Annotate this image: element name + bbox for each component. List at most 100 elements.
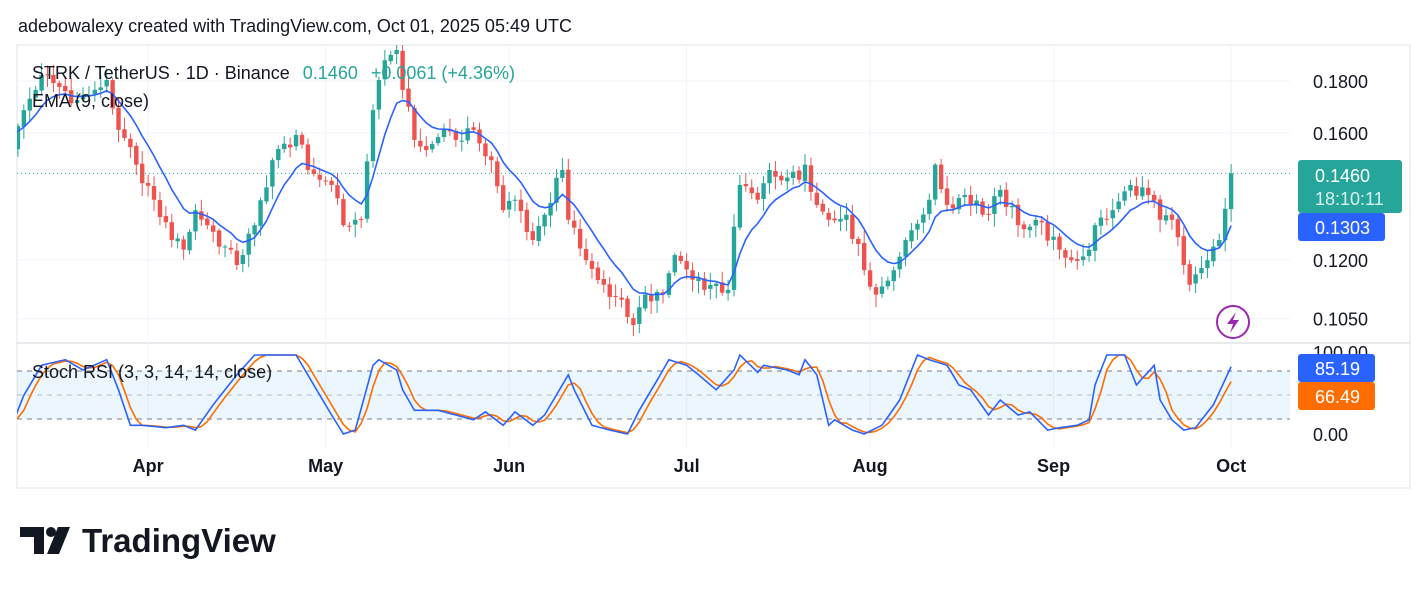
candle [1169, 207, 1175, 230]
candle [495, 156, 500, 194]
candle [1051, 226, 1056, 251]
price-tick-label: 0.1800 [1313, 72, 1368, 92]
candle-body [962, 194, 967, 198]
candle-body [1004, 189, 1009, 208]
candle [376, 76, 382, 120]
candle [211, 220, 216, 243]
candle [116, 96, 121, 143]
candle [560, 158, 565, 183]
candle [607, 276, 612, 310]
candle [749, 179, 754, 200]
candle [1021, 221, 1027, 238]
candle-body [57, 83, 62, 87]
candle-body [1086, 249, 1092, 257]
candle [394, 45, 399, 64]
candle-body [418, 140, 423, 147]
candle [577, 219, 583, 257]
legend-ema[interactable]: EMA (9, close) [32, 91, 149, 111]
candle [400, 45, 405, 99]
candle-body [1009, 205, 1015, 208]
ema-price-label: 0.1303 [1315, 218, 1370, 238]
candle [216, 228, 222, 255]
legend-symbol[interactable]: STRK / TetherUS · 1D · Binance [32, 63, 290, 83]
candle-body [1039, 220, 1044, 223]
candle-body [548, 202, 553, 216]
candle [51, 64, 56, 92]
candle [134, 142, 139, 175]
candle-body [471, 127, 476, 130]
candle [891, 266, 896, 291]
candle-body [270, 160, 275, 187]
candle [175, 233, 180, 249]
candle [654, 289, 660, 313]
candle [1157, 195, 1163, 233]
candle-body [282, 143, 287, 150]
candle-body [903, 240, 908, 257]
candle-body [536, 225, 541, 241]
candle-body [1116, 201, 1121, 210]
candle-body [867, 270, 873, 287]
candle [850, 204, 855, 245]
candle-body [814, 192, 820, 205]
legend-stoch-rsi[interactable]: Stoch RSI (3, 3, 14, 14, close) [32, 362, 272, 382]
candle [938, 158, 944, 194]
candle-body [323, 180, 328, 182]
candle-body [755, 192, 760, 200]
candle-body [944, 188, 950, 205]
candle-body [601, 278, 606, 285]
candle [950, 196, 956, 214]
candle-body [1128, 184, 1133, 191]
candle-body [530, 231, 535, 241]
candle [1134, 177, 1139, 201]
candle [684, 253, 689, 280]
candle [737, 174, 743, 231]
last-price-badge [1298, 160, 1402, 213]
candle-body [329, 180, 334, 185]
candle [205, 212, 210, 230]
tradingview-logo[interactable]: TradingView [20, 522, 276, 559]
candle [814, 182, 820, 208]
candle [1069, 249, 1074, 263]
candle-body [643, 294, 648, 309]
candle-body [145, 182, 151, 186]
candle [27, 87, 32, 121]
candle [1104, 208, 1110, 226]
candle [956, 194, 962, 215]
candle-body [364, 161, 370, 219]
candle [933, 162, 938, 206]
candle [518, 189, 524, 223]
candle [1187, 260, 1192, 292]
candle-body [222, 246, 228, 248]
candle-body [820, 203, 825, 212]
candle-body [382, 60, 388, 80]
candle [1175, 214, 1181, 247]
price-axis[interactable]: 0.1800 0.1600 0.1200 0.1050 [1313, 72, 1368, 330]
candle-body [554, 177, 559, 203]
candle [287, 137, 293, 158]
lightning-icon[interactable] [1216, 305, 1250, 339]
candle [820, 199, 825, 215]
candle-body [589, 261, 595, 269]
candle-body [1104, 218, 1110, 220]
candle-body [163, 216, 169, 223]
candle-body [702, 278, 707, 290]
tradingview-logo-icon [20, 527, 70, 554]
candle-body [998, 189, 1003, 197]
candle [1128, 179, 1133, 197]
candle-body [1069, 257, 1074, 261]
candle [228, 240, 234, 255]
candle [524, 202, 530, 241]
candle [441, 123, 447, 142]
candle-body [566, 169, 571, 220]
candle [169, 213, 174, 248]
candle [536, 216, 541, 247]
time-axis[interactable]: Apr May Jun Jul Aug Sep Oct [133, 456, 1247, 476]
candle-body [583, 249, 589, 261]
candle [424, 136, 429, 157]
candle [1080, 243, 1086, 266]
time-tick-label: Oct [1216, 456, 1246, 476]
candle-body [465, 128, 470, 141]
candle-body [1193, 274, 1198, 284]
candle [773, 161, 778, 190]
